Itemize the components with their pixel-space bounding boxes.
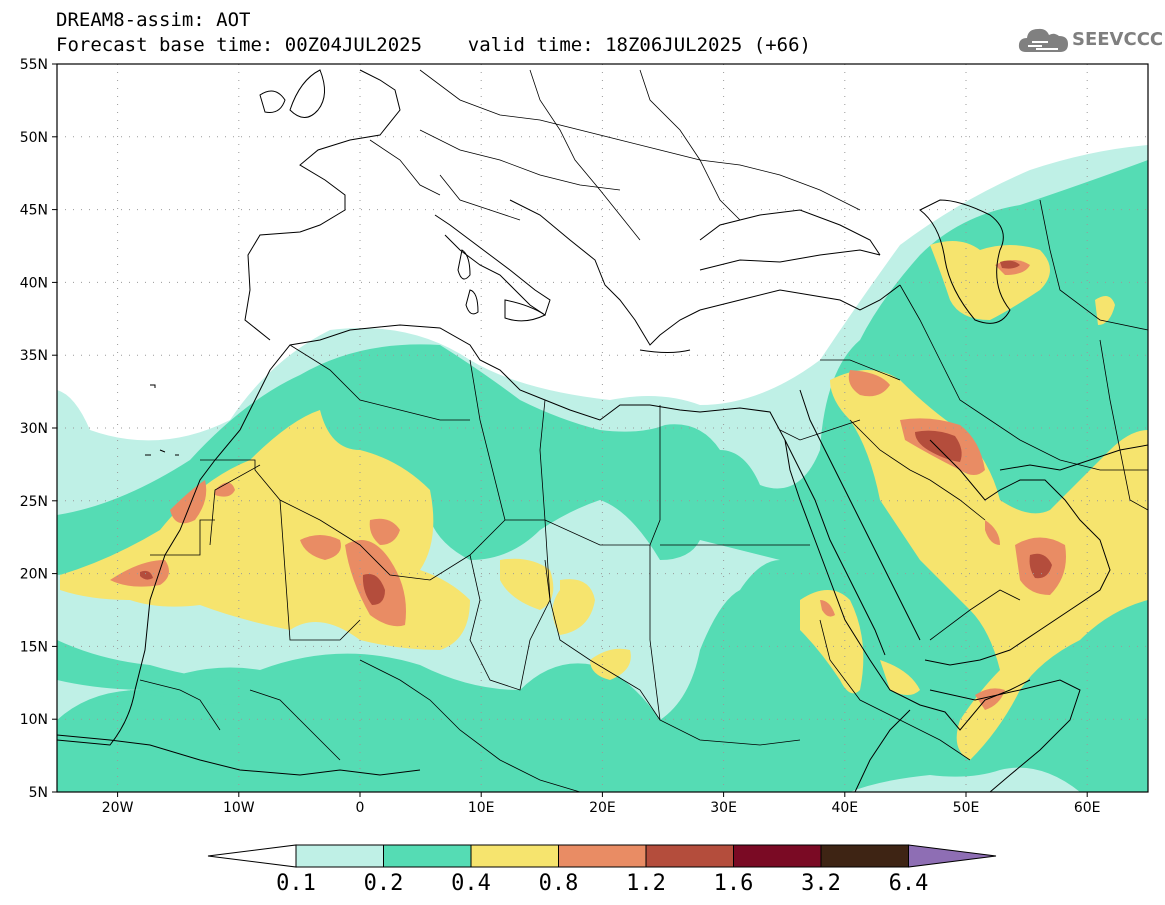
lon-label-10w: 10W: [223, 800, 255, 816]
lat-label-30n: 30N: [20, 421, 48, 437]
title-line-2: Forecast base time: 00Z04JUL2025 valid t…: [56, 34, 811, 56]
colorbar-label-1.2: 1.2: [626, 871, 666, 896]
lon-label-20w: 20W: [102, 800, 134, 816]
lat-label-45n: 45N: [20, 203, 48, 219]
aot-level-0.2: [57, 160, 1148, 792]
country-borders: [139, 69, 1148, 792]
colorbar-label-0.8: 0.8: [539, 871, 579, 896]
colorbar-cell-6: [733, 844, 822, 868]
colorbar-label-6.4: 6.4: [889, 871, 929, 896]
lon-label-30e: 30E: [710, 800, 737, 816]
colorbar-cell-2: [383, 844, 472, 868]
colorbar-cell-7: [820, 844, 909, 868]
lon-label-10e: 10E: [468, 800, 495, 816]
lat-label-40n: 40N: [20, 275, 48, 291]
seevccc-logo: SEEVCCC: [1018, 22, 1163, 58]
lat-labels: 55N 50N 45N 40N 35N 30N 25N 20N 15N 10N …: [20, 57, 48, 801]
lat-label-15n: 15N: [20, 639, 48, 655]
colorbar-label-0.4: 0.4: [451, 871, 491, 896]
colorbar-under-triangle: [207, 844, 297, 868]
lat-label-20n: 20N: [20, 567, 48, 583]
lat-label-35n: 35N: [20, 348, 48, 364]
colorbar-cell-4: [558, 844, 647, 868]
colorbar-label-3.2: 3.2: [801, 871, 841, 896]
lat-label-50n: 50N: [20, 130, 48, 146]
logo-text: SEEVCCC: [1072, 29, 1164, 50]
lon-label-0: 0: [356, 800, 365, 816]
title-line-1: DREAM8-assim: AOT: [56, 9, 251, 31]
aot-level-1.2: [140, 260, 1052, 605]
lat-label-55n: 55N: [20, 57, 48, 73]
colorbar-over-triangle: [908, 844, 997, 868]
lon-label-50e: 50E: [953, 800, 980, 816]
lat-label-25n: 25N: [20, 494, 48, 510]
lon-labels: 20W 10W 0 10E 20E 30E 40E 50E 60E: [102, 800, 1101, 816]
colorbar-cell-3: [470, 844, 559, 868]
cloud-icon: [1018, 28, 1068, 52]
lon-label-40e: 40E: [831, 800, 858, 816]
colorbar: [207, 844, 997, 868]
colorbar-cell-5: [645, 844, 734, 868]
colorbar-label-1.6: 1.6: [714, 871, 754, 896]
colorbar-cell-1: [295, 844, 384, 868]
tick-marks: [52, 63, 1088, 797]
colorbar-labels: 0.1 0.2 0.4 0.8 1.2 1.6 3.2 6.4: [276, 871, 928, 896]
lon-label-20e: 20E: [589, 800, 616, 816]
aot-shading: [57, 145, 1148, 792]
lat-label-10n: 10N: [20, 712, 48, 728]
coastlines: [57, 69, 1148, 792]
colorbar-label-0.1: 0.1: [276, 871, 316, 896]
colorbar-label-0.2: 0.2: [364, 871, 404, 896]
lon-label-60e: 60E: [1074, 800, 1101, 816]
lat-label-5n: 5N: [29, 785, 48, 801]
